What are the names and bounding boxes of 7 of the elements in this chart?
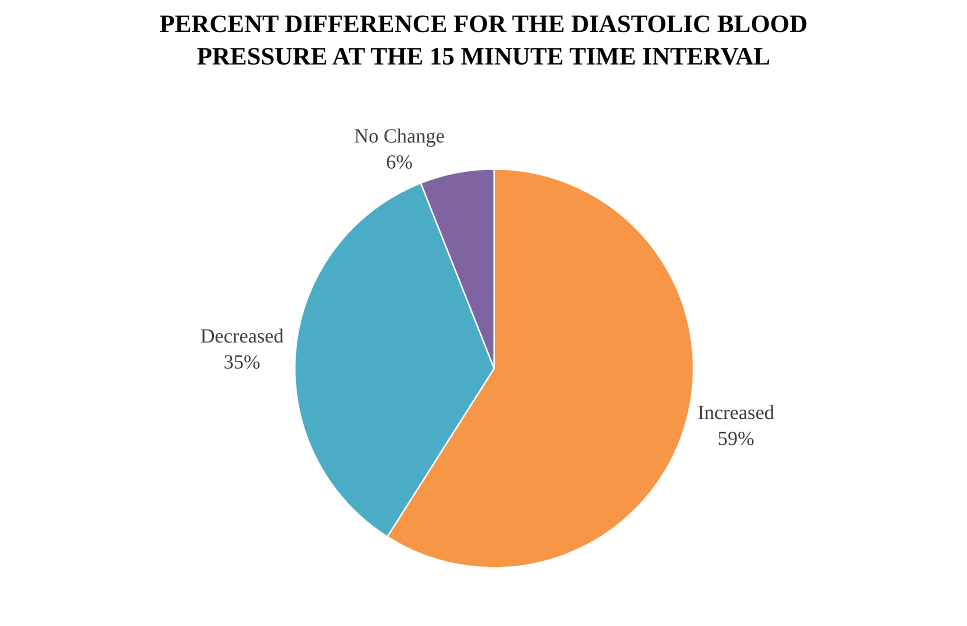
data-label: 59% (718, 428, 754, 450)
slice-label: Decreased (200, 325, 284, 348)
slice-label: No Change (354, 125, 445, 148)
data-label: 6% (386, 151, 413, 174)
data-label: 35% (224, 351, 260, 374)
chart-title: PERCENT DIFFERENCE FOR THE DIASTOLIC BLOOD PRESSURE AT THE 15 MINUTE TIME INTERVAL (159, 11, 808, 70)
slice-label: Increased (698, 402, 774, 424)
